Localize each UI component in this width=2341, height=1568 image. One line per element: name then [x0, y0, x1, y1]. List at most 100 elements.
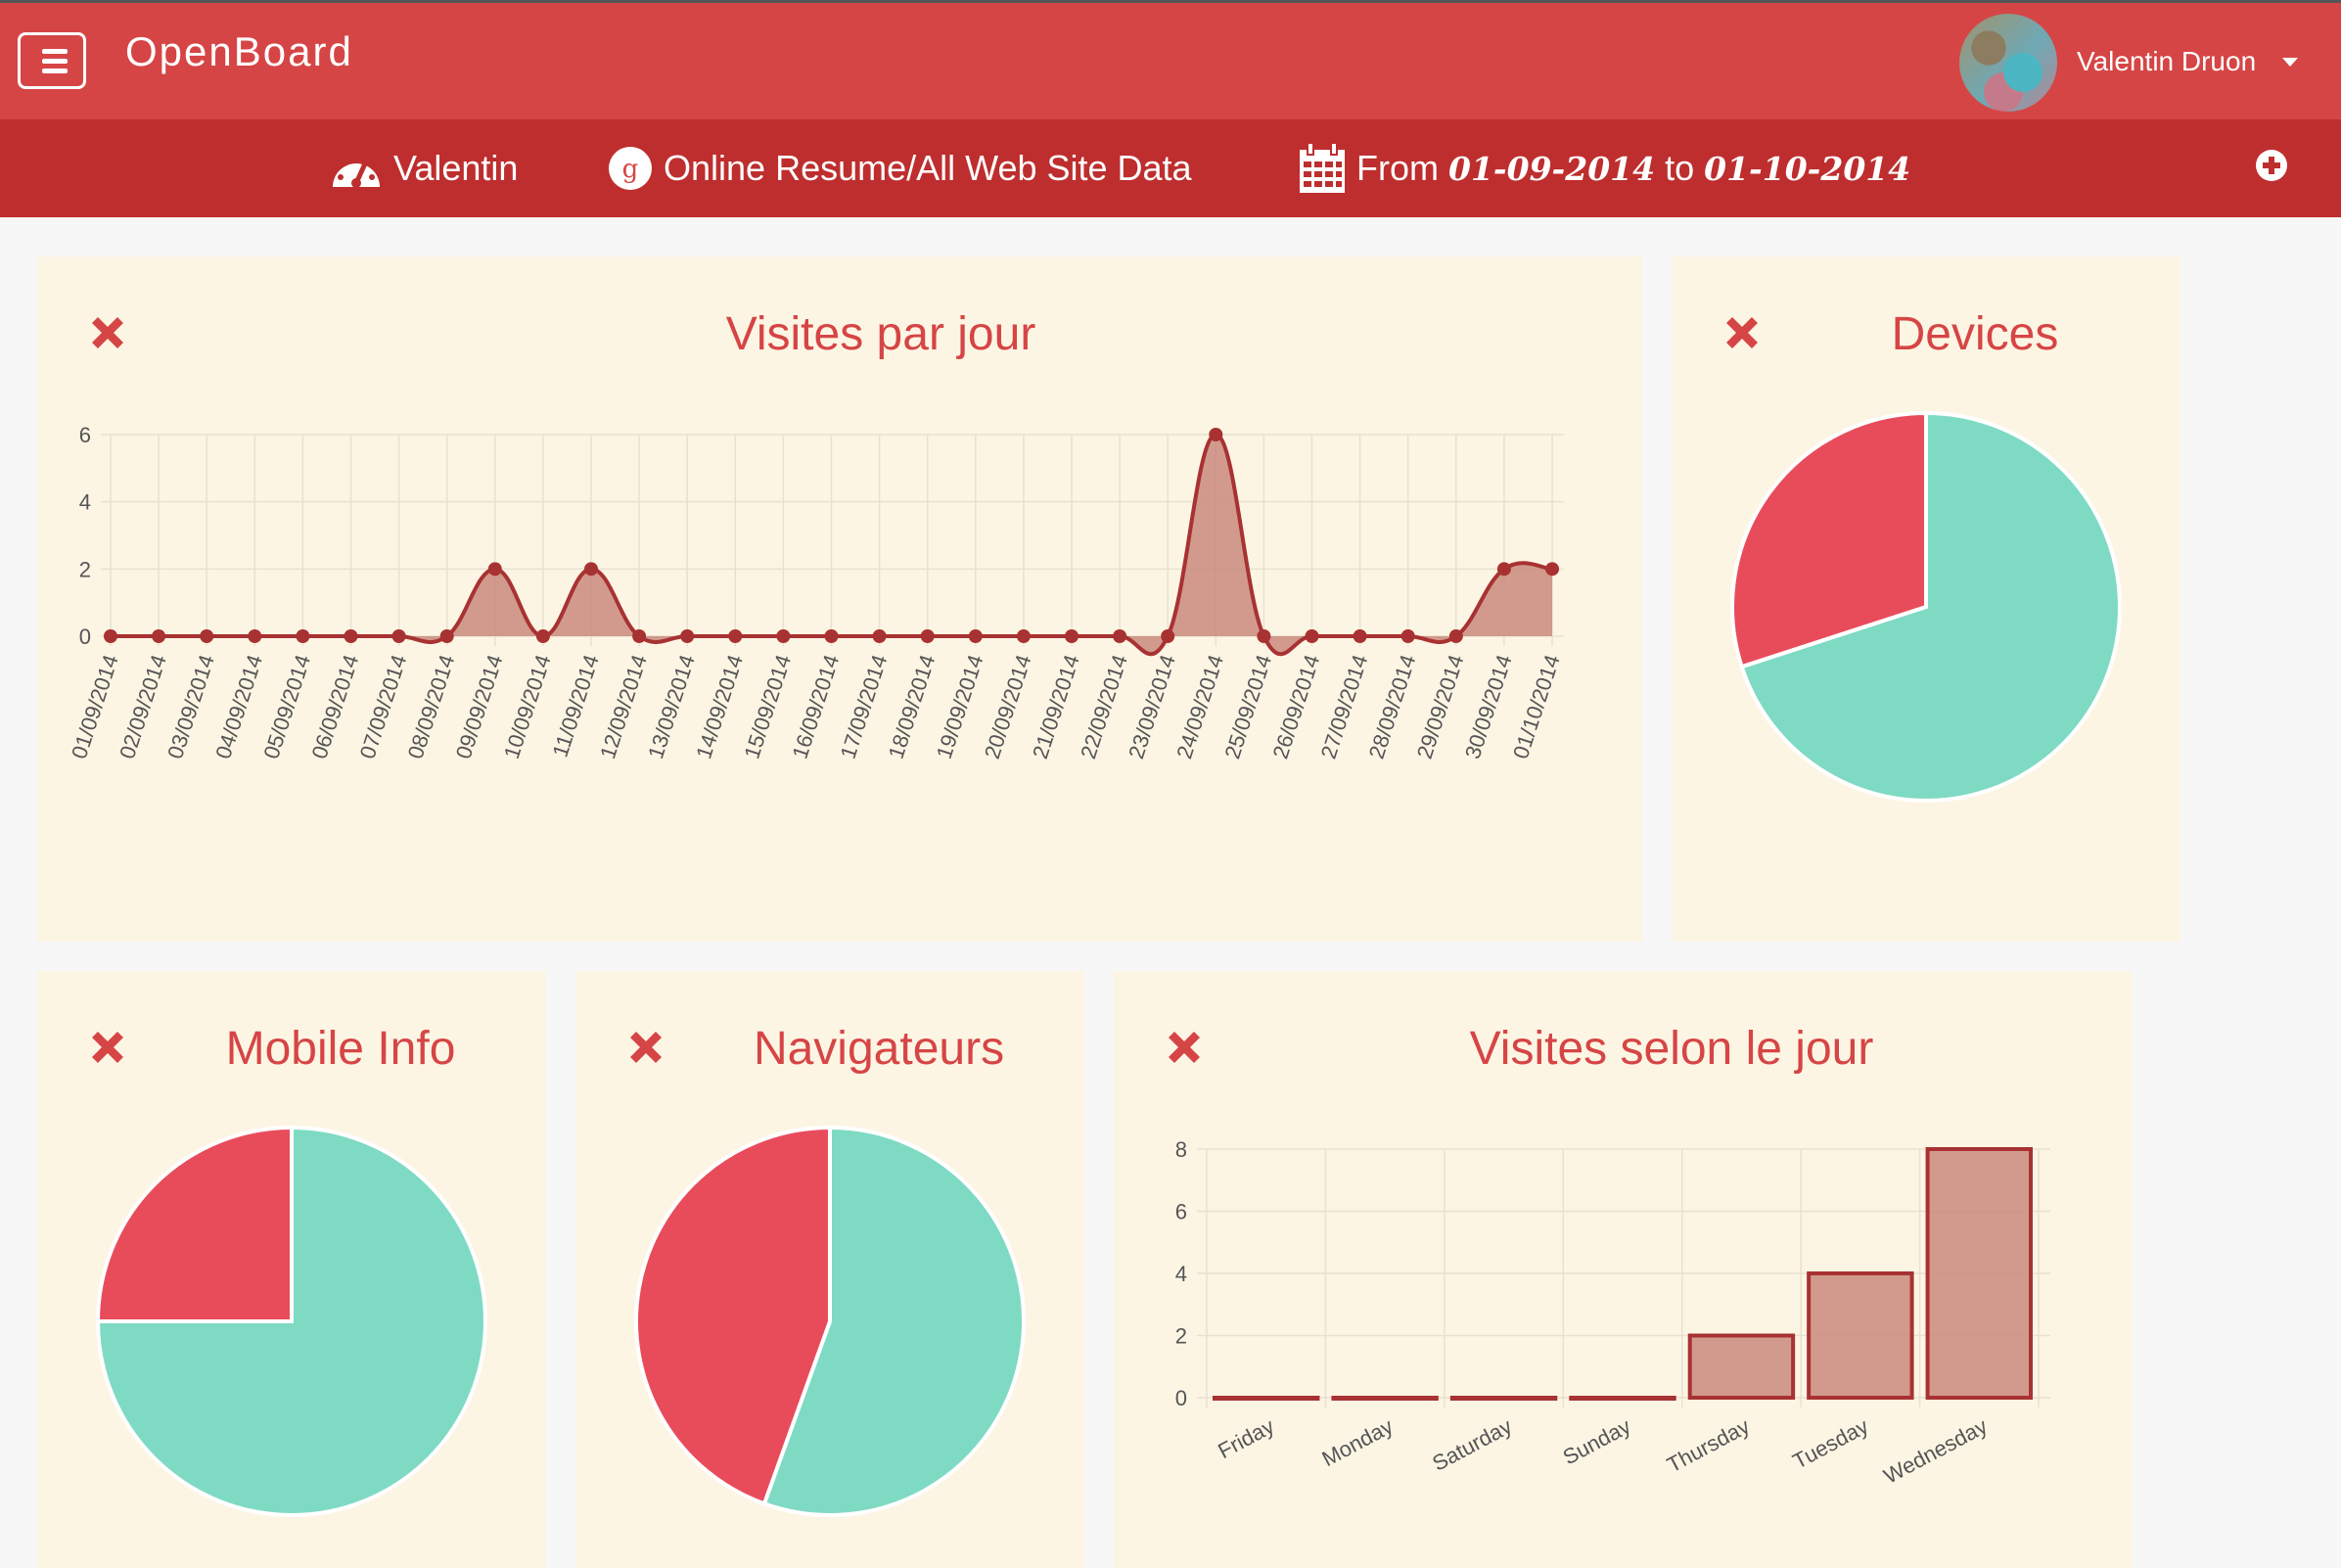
- x-tick-label: 30/09/2014: [1460, 652, 1517, 761]
- data-point: [152, 629, 166, 643]
- x-tick-label: 03/09/2014: [162, 652, 219, 761]
- user-name[interactable]: Valentin Druon: [2077, 46, 2257, 76]
- x-tick-label: 04/09/2014: [210, 652, 267, 761]
- y-tick-label: 0: [79, 624, 91, 649]
- x-tick-label: 15/09/2014: [739, 652, 796, 761]
- x-tick-label: Monday: [1318, 1413, 1398, 1471]
- close-icon[interactable]: [86, 1026, 129, 1069]
- menu-button[interactable]: [18, 32, 86, 89]
- date-from: 01-09-2014: [1448, 149, 1656, 188]
- x-tick-label: 19/09/2014: [932, 652, 988, 761]
- x-tick-label: Sunday: [1559, 1413, 1635, 1469]
- close-icon[interactable]: [624, 1026, 667, 1069]
- pie-slice: [95, 1125, 294, 1323]
- data-point: [1161, 629, 1175, 643]
- x-tick-label: 01/10/2014: [1508, 652, 1565, 761]
- data-point: [680, 629, 695, 643]
- caret-down-icon[interactable]: [2282, 58, 2298, 67]
- y-tick-label: 2: [1175, 1324, 1187, 1349]
- panel-title: Mobile Info: [225, 1023, 456, 1075]
- data-point: [920, 629, 935, 643]
- x-tick-label: 07/09/2014: [355, 652, 412, 761]
- browsers-pie-chart: [634, 1125, 1026, 1517]
- data-point: [728, 629, 743, 643]
- data-point: [776, 629, 791, 643]
- data-point: [391, 629, 406, 643]
- y-tick-label: 4: [1175, 1262, 1187, 1286]
- x-tick-label: Wednesday: [1880, 1413, 1992, 1488]
- data-point: [104, 629, 117, 643]
- data-point: [584, 562, 598, 576]
- data-point: [1496, 562, 1511, 576]
- dashboard-gauge-icon: [333, 155, 380, 188]
- panel-title: Devices: [1891, 308, 2059, 360]
- bar: [1449, 1396, 1558, 1401]
- data-point: [1448, 629, 1463, 643]
- y-tick-label: 6: [79, 423, 91, 447]
- x-tick-label: 21/09/2014: [1028, 652, 1084, 761]
- x-tick-label: 22/09/2014: [1076, 652, 1132, 761]
- date-range-picker[interactable]: From 01-09-2014 to 01-10-2014: [1298, 119, 1920, 217]
- data-point: [1113, 629, 1127, 643]
- data-point: [439, 629, 454, 643]
- y-tick-label: 6: [1175, 1200, 1187, 1224]
- visits-by-weekday-chart: 0 2 4 6 8 Friday Monday Saturday Sunday Thursday T…: [1175, 1137, 2050, 1489]
- x-tick-label: 08/09/2014: [403, 652, 460, 761]
- bar: [1687, 1333, 1796, 1400]
- devices-pie-chart: [1730, 410, 2122, 803]
- y-tick-label: 2: [79, 557, 91, 581]
- panel-title: Visites selon le jour: [1469, 1023, 1874, 1075]
- avatar[interactable]: [1959, 14, 2057, 112]
- date-to: 01-10-2014: [1704, 149, 1911, 188]
- data-point: [200, 629, 214, 643]
- x-tick-label: 12/09/2014: [595, 652, 652, 761]
- filter-bar: Valentin g Online Resume/All Web Site Da…: [0, 119, 2341, 217]
- data-point: [1257, 629, 1271, 643]
- y-tick-label: 8: [1175, 1137, 1187, 1162]
- data-point: [1305, 629, 1319, 643]
- y-tick-label: 4: [79, 490, 91, 515]
- data-point: [1209, 428, 1223, 441]
- data-point: [1400, 629, 1415, 643]
- close-icon[interactable]: [86, 311, 129, 354]
- panel-title: Visites par jour: [725, 308, 1036, 360]
- data-point: [248, 629, 262, 643]
- data-point: [1016, 629, 1031, 643]
- data-point: [1353, 629, 1367, 643]
- x-tick-label: 16/09/2014: [787, 652, 844, 761]
- panel-browsers: Navigateurs: [575, 971, 1084, 1568]
- x-tick-label: 11/09/2014: [547, 652, 603, 761]
- account-name: Valentin: [393, 148, 519, 188]
- x-tick-label: 28/09/2014: [1364, 652, 1421, 761]
- panel-visits-by-weekday: Visites selon le jour 0 2 4 6 8 Friday Monday S…: [1114, 971, 2132, 1568]
- to-label: to: [1665, 148, 1695, 188]
- bar: [1331, 1396, 1439, 1401]
- svg-text:g: g: [622, 155, 639, 184]
- close-icon[interactable]: [1163, 1026, 1206, 1069]
- x-tick-label: 02/09/2014: [115, 652, 171, 761]
- x-tick-label: 23/09/2014: [1124, 652, 1180, 761]
- bar: [1925, 1147, 2033, 1400]
- x-tick-label: 09/09/2014: [451, 652, 508, 761]
- panel-title: Navigateurs: [753, 1023, 1005, 1075]
- account-selector[interactable]: Valentin: [329, 119, 518, 217]
- close-icon[interactable]: [1721, 311, 1764, 354]
- series-line: [110, 432, 1553, 657]
- x-tick-label: 25/09/2014: [1219, 652, 1276, 761]
- x-tick-label: 27/09/2014: [1316, 652, 1373, 761]
- data-point: [824, 629, 839, 643]
- property-selector[interactable]: g Online Resume/All Web Site Data: [607, 119, 1192, 217]
- pie-slice: [1730, 410, 1928, 669]
- app-title[interactable]: OpenBoard: [125, 28, 353, 74]
- data-point: [632, 629, 647, 643]
- data-point: [1065, 629, 1079, 643]
- add-widget-icon[interactable]: [2255, 149, 2288, 182]
- gridlines: [101, 434, 1564, 646]
- data-point: [535, 629, 550, 643]
- x-tick-label: 14/09/2014: [691, 652, 748, 761]
- visits-per-day-chart: 0 2 4 6 01/09/201402/09/201403/09/201404/09/…: [67, 423, 1565, 761]
- y-tick-label: 0: [1175, 1386, 1187, 1410]
- x-tick-label: 13/09/2014: [643, 652, 700, 761]
- from-label: From: [1356, 148, 1439, 188]
- mobile-info-pie-chart: [95, 1125, 487, 1517]
